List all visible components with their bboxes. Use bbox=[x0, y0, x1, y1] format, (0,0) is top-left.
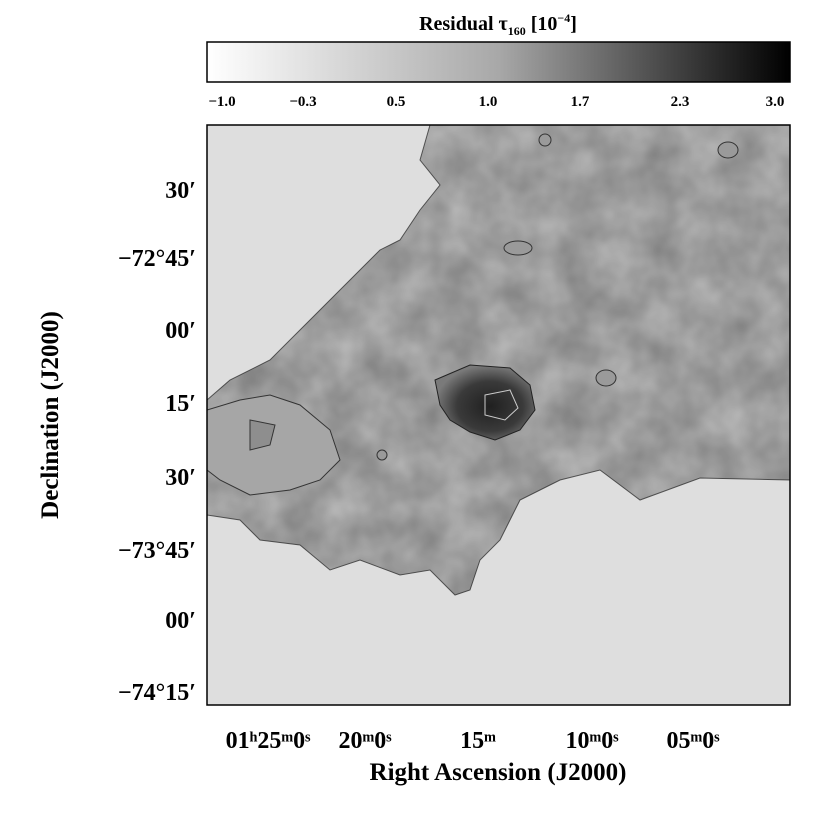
map-image bbox=[207, 125, 790, 705]
plot-frame bbox=[206, 124, 791, 706]
y-tick-label: 00′ bbox=[165, 318, 196, 344]
colorbar-tick-label: 1.7 bbox=[571, 94, 590, 110]
colorbar-tick-label: 0.5 bbox=[387, 94, 406, 110]
y-tick-label: 30′ bbox=[165, 178, 196, 204]
x-tick-label: 20ᵐ0ˢ bbox=[338, 728, 392, 754]
y-tick-label: −72°45′ bbox=[118, 246, 196, 272]
colorbar-tick-label: 1.0 bbox=[479, 94, 498, 110]
colorbar-tick-label: −1.0 bbox=[208, 94, 235, 110]
colorbar bbox=[206, 41, 791, 83]
y-tick-label: −73°45′ bbox=[118, 538, 196, 564]
y-tick-label: 30′ bbox=[165, 465, 196, 491]
x-tick-label: 15ᵐ bbox=[460, 728, 496, 754]
x-axis-label: Right Ascension (J2000) bbox=[370, 759, 627, 786]
y-axis-label: Declination (J2000) bbox=[37, 311, 64, 519]
colorbar-title: Residual τ160 [10−4] bbox=[419, 11, 577, 38]
x-tick-label: 01ʰ25ᵐ0ˢ bbox=[226, 728, 312, 754]
colorbar-tick-label: 2.3 bbox=[671, 94, 690, 110]
x-tick-label: 05ᵐ0ˢ bbox=[666, 728, 720, 754]
y-tick-label: 00′ bbox=[165, 608, 196, 634]
y-tick-label: 15′ bbox=[165, 391, 196, 417]
colorbar-tick-label: 3.0 bbox=[766, 94, 785, 110]
x-tick-label: 10ᵐ0ˢ bbox=[565, 728, 619, 754]
y-tick-label: −74°15′ bbox=[118, 680, 196, 706]
colorbar-tick-label: −0.3 bbox=[289, 94, 316, 110]
